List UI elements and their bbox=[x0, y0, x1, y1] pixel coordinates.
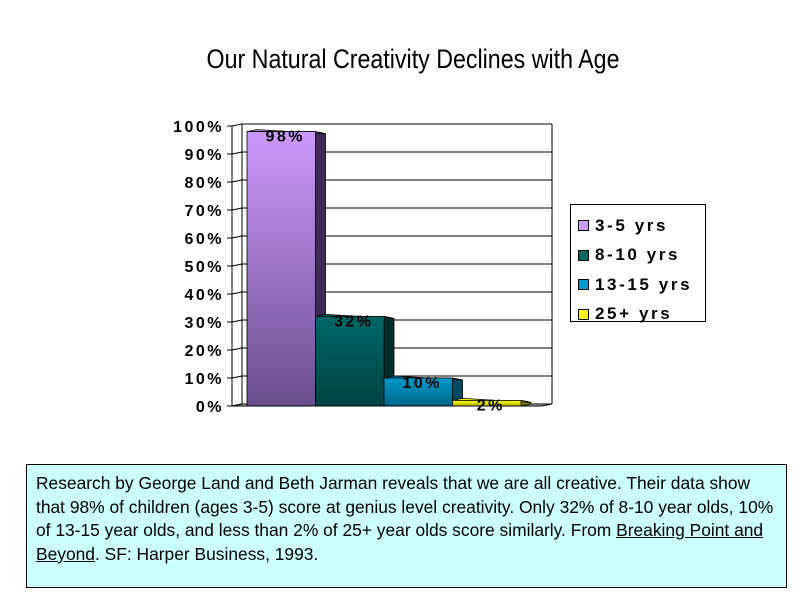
legend-item: 3-5 yrs bbox=[571, 211, 705, 241]
y-tick-label: 80% bbox=[184, 175, 224, 192]
legend-item: 13-15 yrs bbox=[571, 270, 705, 300]
chart-legend: 3-5 yrs 8-10 yrs 13-15 yrs 25+ yrs bbox=[570, 204, 706, 323]
y-tick-label: 10% bbox=[184, 371, 224, 388]
book-title: Breaking Point and Beyond bbox=[36, 520, 764, 564]
data-label: 10% bbox=[402, 375, 442, 392]
note-text: Research by George Land and Beth Jarman … bbox=[36, 473, 774, 540]
y-tick-label: 30% bbox=[184, 315, 224, 332]
legend-label: 8-10 yrs bbox=[595, 245, 681, 265]
y-tick-label: 20% bbox=[184, 343, 224, 360]
legend-swatch bbox=[578, 220, 589, 232]
y-tick-label: 60% bbox=[184, 231, 224, 248]
legend-item: 8-10 yrs bbox=[571, 241, 705, 271]
legend-label: 13-15 yrs bbox=[595, 274, 693, 294]
y-tick-label: 50% bbox=[184, 259, 224, 276]
research-note: Research by George Land and Beth Jarman … bbox=[26, 464, 787, 588]
y-tick-label: 0% bbox=[196, 399, 224, 416]
bar-3-5-yrs bbox=[246, 131, 316, 407]
bar-13-15-yrs bbox=[383, 377, 453, 407]
data-label: 98% bbox=[265, 129, 305, 146]
y-tick-label: 40% bbox=[184, 287, 224, 304]
legend-item: 25+ yrs bbox=[571, 300, 705, 330]
legend-swatch bbox=[578, 279, 589, 291]
y-tick-label: 70% bbox=[184, 203, 224, 220]
y-tick-label: 90% bbox=[184, 147, 224, 164]
legend-label: 3-5 yrs bbox=[595, 215, 669, 235]
legend-swatch bbox=[578, 308, 589, 320]
y-tick-label: 100% bbox=[173, 119, 224, 136]
legend-swatch bbox=[578, 249, 589, 261]
note-text-end: . SF: Harper Business, 1993. bbox=[94, 543, 319, 564]
chart-title: Our Natural Creativity Declines with Age bbox=[206, 44, 620, 74]
bar-8-10-yrs bbox=[315, 315, 385, 407]
bar-chart: 0% 10% 20% 30% 40% 50% 60% 70% 80% 90% 100% 98% 32%… bbox=[173, 119, 553, 416]
legend-label: 25+ yrs bbox=[595, 304, 673, 324]
data-label: 32% bbox=[334, 313, 374, 330]
